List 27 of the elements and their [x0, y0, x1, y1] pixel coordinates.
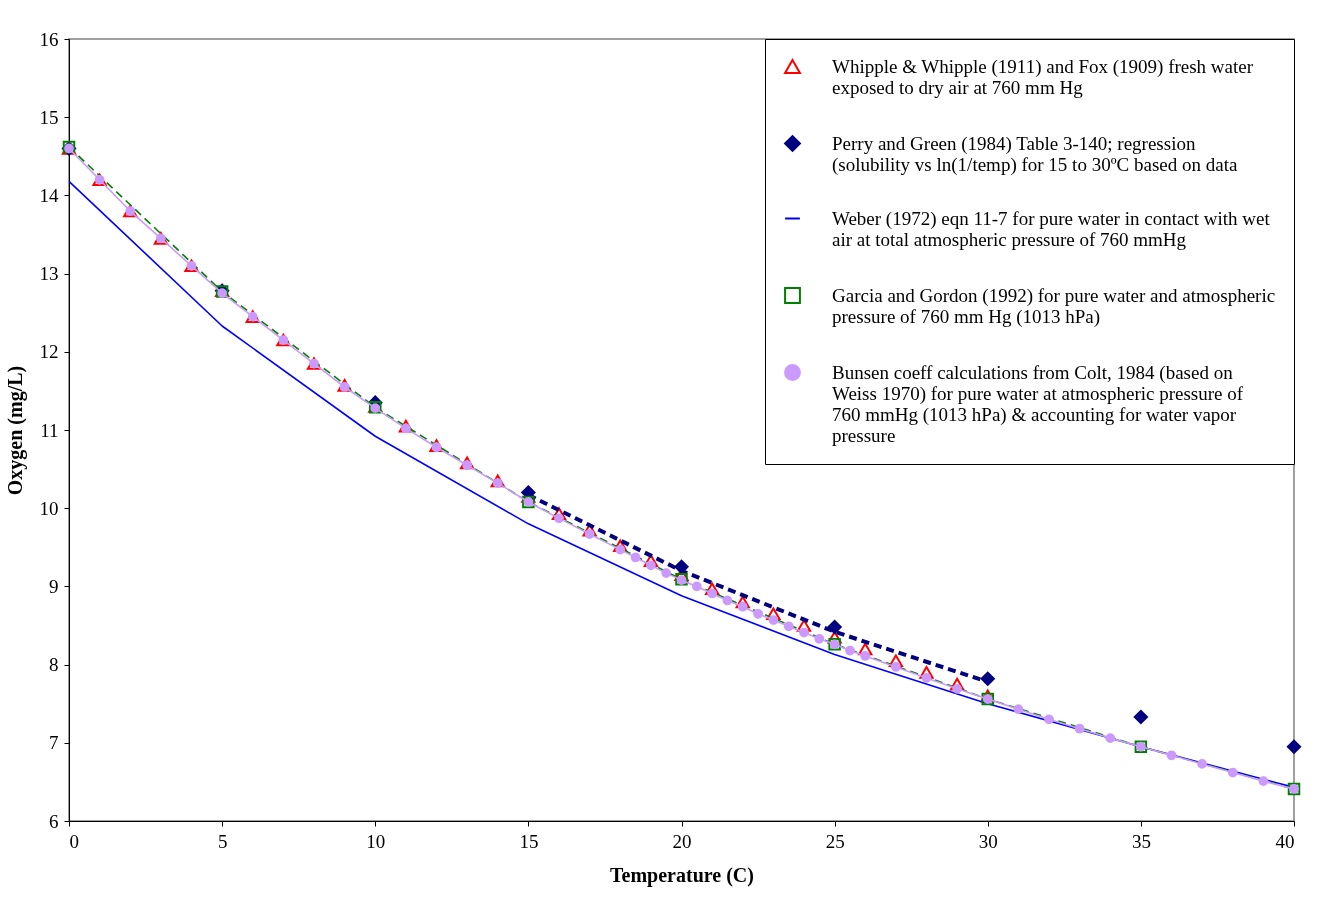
- x-tick-label: 20: [672, 830, 692, 852]
- legend-label: Bunsen coeff calculations from Colt, 1984 (based on Weiss 1970) for pure water at atmospheric pressure of 760 mmHg (1013 hPa) & accounting for water vapor pressure: [832, 361, 1244, 446]
- x-tick-label: 25: [825, 830, 845, 852]
- y-tick-label: 8: [49, 654, 59, 676]
- x-tick-label: 5: [217, 830, 228, 852]
- y-tick-label: 6: [49, 810, 59, 832]
- y-tick-label: 11: [40, 419, 59, 441]
- x-tick-label: 35: [1131, 830, 1151, 852]
- legend-label: Perry and Green (1984) Table 3-140; regression (solubility vs ln(1/temp) for 15 to 30ºC based on data: [832, 132, 1238, 176]
- legend-label: Weber (1972) eqn 11-7 for pure water in contact with wet air at total atmospheric pressure of 760 mmHg: [832, 207, 1271, 250]
- x-tick-label: 40: [1275, 830, 1295, 852]
- y-tick-label: 16: [39, 28, 59, 50]
- y-tick-label: 13: [39, 263, 59, 285]
- y-tick-label: 10: [39, 497, 59, 519]
- y-tick-label: 15: [39, 106, 59, 128]
- x-tick-label: 30: [978, 830, 998, 852]
- legend-label: Garcia and Gordon (1992) for pure water and atmospheric pressure of 760 mm Hg (1013 hPa): [832, 284, 1276, 328]
- x-tick-label: 15: [519, 830, 539, 852]
- y-axis-title: Oxygen (mg/L): [3, 365, 27, 496]
- y-tick-label: 14: [39, 184, 59, 206]
- legend-label: Whipple & Whipple (1911) and Fox (1909) fresh water exposed to dry air at 760 mm Hg: [832, 55, 1254, 98]
- y-tick-label: 7: [49, 732, 59, 754]
- x-tick-label: 10: [366, 830, 386, 852]
- y-tick-label: 9: [49, 575, 59, 597]
- y-tick-label: 12: [39, 341, 59, 363]
- x-tick-label: 0: [69, 830, 79, 852]
- x-axis-title: Temperature (C): [610, 863, 754, 887]
